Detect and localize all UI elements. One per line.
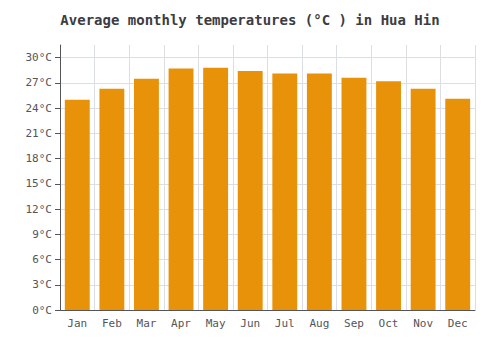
svg-text:Dec: Dec — [448, 317, 468, 330]
svg-text:Nov: Nov — [413, 317, 433, 330]
svg-text:Jan: Jan — [67, 317, 87, 330]
svg-text:Jun: Jun — [240, 317, 260, 330]
svg-text:3°C: 3°C — [32, 278, 52, 291]
svg-text:9°C: 9°C — [32, 228, 52, 241]
svg-text:30°C: 30°C — [26, 51, 53, 64]
svg-text:Sep: Sep — [344, 317, 364, 330]
svg-text:21°C: 21°C — [26, 127, 53, 140]
svg-text:Jul: Jul — [275, 317, 295, 330]
svg-text:May: May — [206, 317, 226, 330]
svg-text:6°C: 6°C — [32, 253, 52, 266]
svg-text:15°C: 15°C — [26, 177, 53, 190]
svg-text:12°C: 12°C — [26, 203, 53, 216]
svg-text:24°C: 24°C — [26, 102, 53, 115]
svg-text:27°C: 27°C — [26, 76, 53, 89]
svg-text:Apr: Apr — [171, 317, 191, 330]
svg-text:Aug: Aug — [309, 317, 329, 330]
svg-text:Average monthly temperatures (: Average monthly temperatures (°C ) in Hu… — [60, 12, 439, 28]
svg-text:Mar: Mar — [137, 317, 157, 330]
svg-text:Oct: Oct — [379, 317, 399, 330]
svg-text:18°C: 18°C — [26, 152, 53, 165]
svg-text:Feb: Feb — [102, 317, 122, 330]
svg-text:0°C: 0°C — [32, 304, 52, 317]
